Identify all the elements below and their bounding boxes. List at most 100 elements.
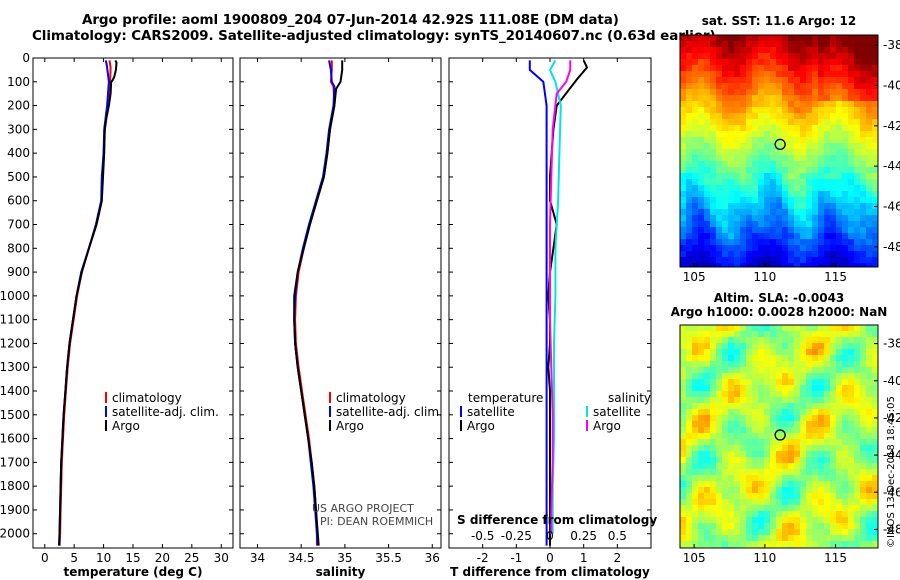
salinity-xlabel: salinity [316,565,366,579]
sla-cell [818,409,824,415]
sst-cell [710,143,716,149]
sla-cell [812,451,818,457]
salinity-series-argo [293,60,344,546]
sla-cell [746,343,752,349]
sla-cell [800,427,806,433]
sst-cell [830,233,836,239]
sla-cell [704,343,710,349]
sst-cell [836,161,842,167]
sla-cell [836,337,842,343]
sla-cell [776,355,782,361]
sla-cell [872,403,878,409]
sla-cell [752,493,758,499]
sst-cell [680,179,686,185]
sla-cell [680,475,686,481]
sla-cell [806,355,812,361]
sst-cell [698,179,704,185]
sla-cell [776,343,782,349]
sst-cell [746,161,752,167]
sla-cell [788,541,794,547]
sla-cell [704,337,710,343]
sla-cell [704,457,710,463]
sla-cell [854,325,860,331]
sst-cell [722,173,728,179]
sla-cell [848,445,854,451]
sla-cell [812,487,818,493]
sst-cell [782,131,788,137]
sst-cell [770,41,776,47]
sla-cell [734,469,740,475]
sst-cell [854,149,860,155]
sla-cell [776,487,782,493]
sla-cell [752,343,758,349]
sla-cell [788,385,794,391]
sst-cell [704,53,710,59]
sla-cell [692,427,698,433]
sst-cell [860,119,866,125]
sla-cell [776,331,782,337]
sla-cell [770,373,776,379]
sst-cell [776,41,782,47]
sla-cell [692,541,698,547]
sla-cell [746,439,752,445]
sst-cell [872,65,878,71]
sst-cell [710,113,716,119]
sst-cell [794,233,800,239]
sla-cell [734,421,740,427]
sla-cell [824,523,830,529]
sst-cell [848,125,854,131]
sla-cell [770,349,776,355]
sla-cell [842,397,848,403]
sst-cell [740,161,746,167]
sst-cell [770,47,776,53]
sla-cell [704,529,710,535]
sst-cell [740,173,746,179]
sst-cell [692,263,698,267]
sla-cell [722,511,728,517]
sst-cell [854,119,860,125]
sla-cell [746,511,752,517]
sst-cell [818,173,824,179]
sla-cell [722,481,728,487]
sst-cell [740,239,746,245]
sla-map-ytick-label: -40 [883,374,900,388]
sla-cell [746,355,752,361]
sst-cell [848,263,854,267]
sla-cell [860,415,866,421]
sla-cell [812,331,818,337]
sst-cell [866,125,872,131]
sst-cell [824,245,830,251]
sla-cell [794,541,800,547]
sst-cell [746,233,752,239]
sla-cell [752,487,758,493]
sst-cell [686,59,692,65]
sla-cell [716,493,722,499]
sst-cell [686,251,692,257]
sla-cell [842,499,848,505]
sst-cell [824,191,830,197]
sla-cell [686,475,692,481]
sst-cell [716,161,722,167]
sst-cell [692,77,698,83]
sla-cell [854,403,860,409]
sla-map-title-line-1: Altim. SLA: -0.0043 [714,291,845,305]
sla-cell [716,451,722,457]
sst-cell [806,185,812,191]
sla-cell [824,505,830,511]
sla-cell [824,331,830,337]
sla-cell [710,535,716,541]
sla-cell [836,379,842,385]
sst-cell [788,161,794,167]
sst-cell [782,197,788,203]
temperature-xtick-label: 15 [125,551,140,565]
sla-cell [794,337,800,343]
sst-cell [686,65,692,71]
sst-cell [782,41,788,47]
sst-cell [818,65,824,71]
sst-cell [818,89,824,95]
sst-cell [854,233,860,239]
sst-cell [764,203,770,209]
sla-cell [860,391,866,397]
sla-cell [860,403,866,409]
sla-cell [794,385,800,391]
